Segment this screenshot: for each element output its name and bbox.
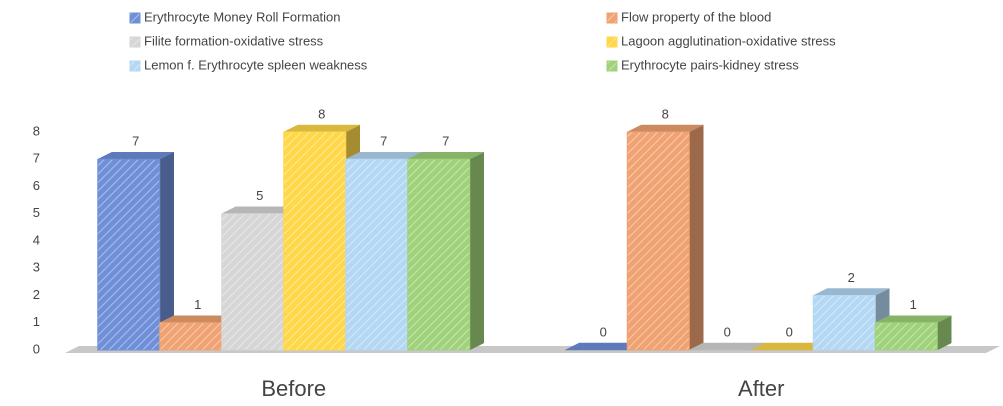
bar <box>159 322 223 351</box>
legend-swatch <box>129 60 141 72</box>
data-label: 2 <box>848 270 855 285</box>
y-tick-label: 6 <box>33 178 40 193</box>
data-label: 7 <box>442 134 449 149</box>
bar <box>812 295 876 351</box>
bar <box>407 158 471 351</box>
bar <box>345 158 409 351</box>
x-tick-label: Before <box>261 376 326 401</box>
legend-swatch <box>129 12 141 24</box>
legend-swatch <box>606 60 618 72</box>
legend-label: Erythrocyte pairs-kidney stress <box>621 57 799 72</box>
y-tick-label: 5 <box>33 205 40 220</box>
bar-top <box>283 124 360 133</box>
bar-top <box>813 288 890 296</box>
bar-top <box>97 152 174 160</box>
y-tick-label: 4 <box>33 232 40 247</box>
data-label: 1 <box>194 297 201 312</box>
legend-label: Lemon f. Erythrocyte spleen weakness <box>144 57 368 72</box>
legend-label: Erythrocyte Money Roll Formation <box>144 9 341 24</box>
data-label: 7 <box>132 134 139 149</box>
data-label: 7 <box>380 134 387 149</box>
bar-side <box>469 151 484 351</box>
legend-label: Filite formation-oxidative stress <box>144 33 324 48</box>
y-tick-label: 0 <box>33 341 40 356</box>
data-label: 1 <box>910 297 917 312</box>
y-tick-label: 3 <box>33 260 40 275</box>
data-label: 8 <box>662 106 669 121</box>
bar <box>626 131 690 351</box>
bar-top <box>407 152 484 160</box>
bar-side <box>689 124 704 351</box>
y-tick-label: 8 <box>33 123 40 138</box>
legend-swatch <box>129 36 141 48</box>
bar <box>221 213 285 351</box>
legend-label: Flow property of the blood <box>621 9 771 24</box>
bar-top <box>875 315 952 323</box>
y-tick-label: 2 <box>33 287 40 302</box>
x-tick-label: After <box>738 376 784 401</box>
y-tick-label: 7 <box>33 151 40 166</box>
data-label: 0 <box>600 324 607 339</box>
y-tick-label: 1 <box>33 314 40 329</box>
bar <box>874 322 938 351</box>
legend-swatch <box>606 12 618 24</box>
legend-label: Lagoon agglutination-oxidative stress <box>621 33 836 48</box>
legend-swatch <box>606 36 618 48</box>
data-label: 0 <box>786 324 793 339</box>
bar <box>283 131 347 351</box>
data-label: 0 <box>724 324 731 339</box>
data-label: 8 <box>318 106 325 121</box>
data-label: 5 <box>256 188 263 203</box>
bar-top <box>627 124 704 133</box>
bar <box>97 158 161 351</box>
